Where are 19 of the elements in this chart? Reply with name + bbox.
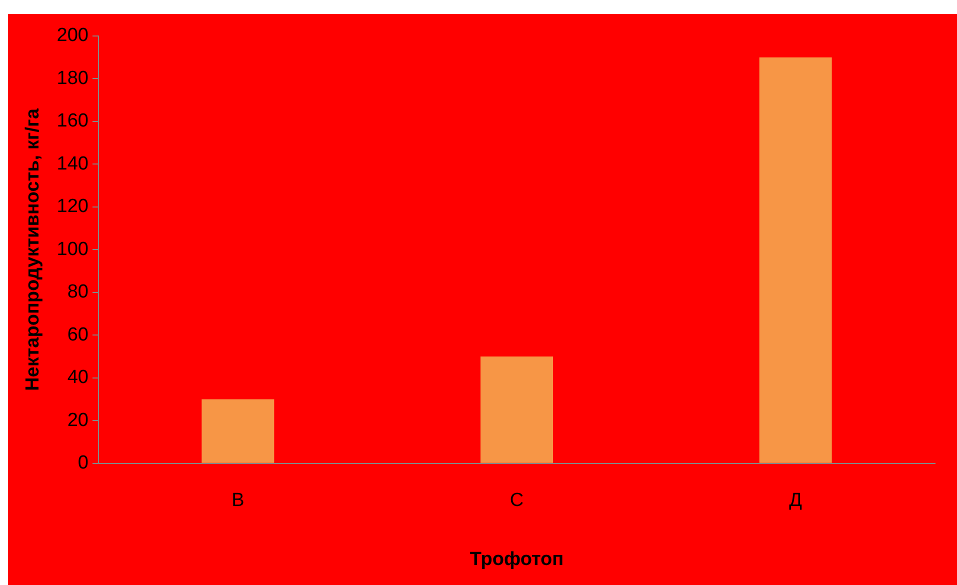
y-tick-label: 200 <box>56 25 88 46</box>
bar <box>202 399 274 463</box>
y-tick-label: 180 <box>56 68 88 89</box>
y-tick-label: 160 <box>56 110 88 132</box>
y-tick-label: 80 <box>67 282 88 303</box>
x-tick-label: В <box>232 490 244 512</box>
y-tick-label: 100 <box>56 238 88 260</box>
x-axis-title: Трофотоп <box>470 548 564 570</box>
x-tick-label: С <box>510 490 524 512</box>
y-tick-label: 20 <box>67 410 88 431</box>
bar <box>480 356 553 463</box>
y-tick-label: 60 <box>67 324 88 346</box>
y-tick-label: 140 <box>56 153 88 174</box>
x-tick-label: Д <box>789 490 802 512</box>
y-axis-title: Нектаропродуктивность, кг/га <box>22 108 44 391</box>
y-tick-label: 120 <box>56 196 88 218</box>
y-tick-label: 40 <box>67 367 88 388</box>
bar <box>759 57 832 463</box>
y-tick-label: 0 <box>78 452 88 474</box>
